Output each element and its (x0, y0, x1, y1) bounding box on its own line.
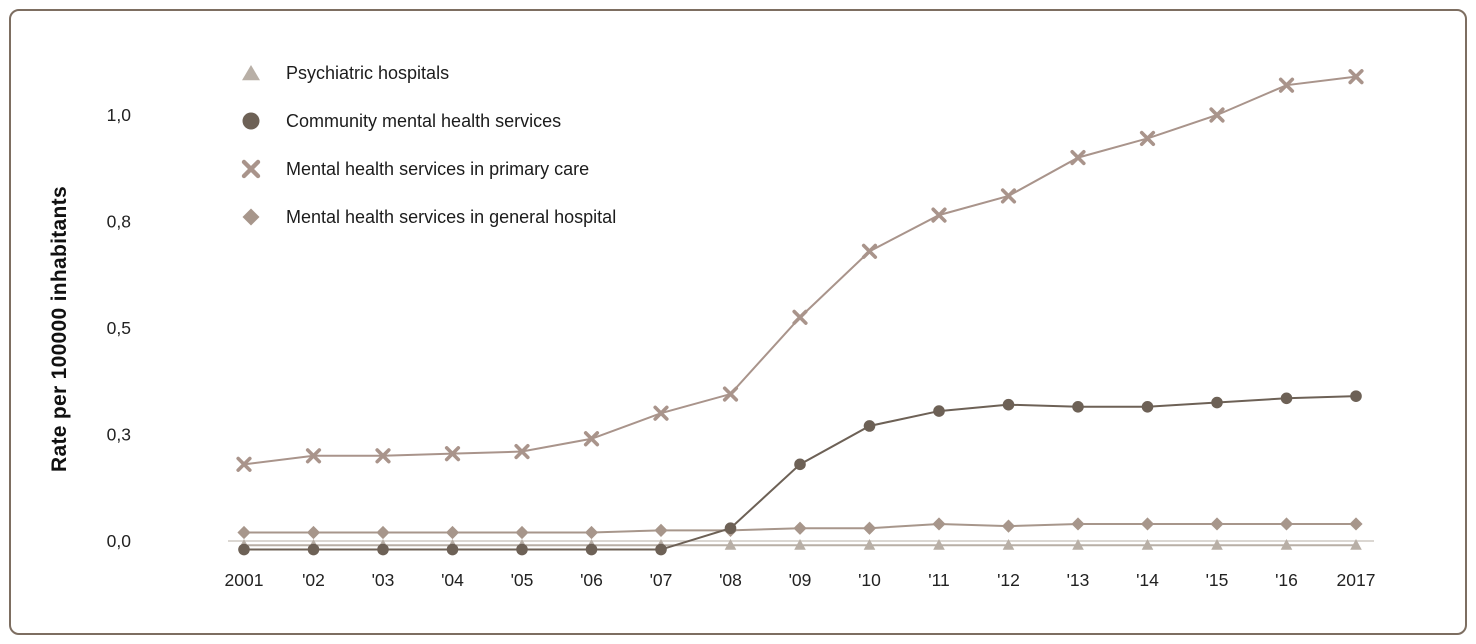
x-tick-label: '14 (1136, 570, 1159, 590)
chart-frame: 1,0 0,8 0,5 0,3 0,0 2001 '02 '03 '04 '05 '06 '07 '08… (9, 9, 1467, 635)
x-tick-label: '11 (928, 570, 950, 590)
x-tick-label: '03 (372, 570, 395, 590)
x-tick-label: 2001 (225, 570, 264, 590)
legend-item-community-mental-health-services: Community mental health services (240, 97, 616, 145)
y-tick-label: 0,5 (107, 318, 131, 338)
chart-legend: Psychiatric hospitals Community mental he… (240, 49, 616, 241)
legend-item-mental-health-services-in-general-hospital: Mental health services in general hospit… (240, 193, 616, 241)
legend-label: Mental health services in primary care (286, 158, 590, 179)
x-tick-label: '13 (1067, 570, 1090, 590)
x-tick-label: '04 (441, 570, 464, 590)
x-tick-label: '10 (858, 570, 881, 590)
x-tick-label: '15 (1206, 570, 1229, 590)
triangle-icon (242, 65, 260, 81)
legend-item-mental-health-services-in-primary-care: Mental health services in primary care (240, 145, 616, 193)
diamond-icon (242, 208, 260, 226)
x-tick-label: '05 (511, 570, 534, 590)
y-tick-label: 1,0 (107, 105, 132, 125)
x-tick-label: 2017 (1337, 570, 1376, 590)
legend-label: Mental health services in general hospit… (286, 206, 617, 227)
x-tick-label: '07 (650, 570, 673, 590)
y-tick-label: 0,0 (107, 531, 132, 551)
legend-label: Community mental health services (286, 110, 562, 131)
series-community-mental-health-services (238, 390, 1362, 556)
y-tick-label: 0,3 (107, 425, 131, 445)
y-axis-title: Rate per 100000 inhabitants (48, 186, 71, 472)
legend-item-psychiatric-hospitals: Psychiatric hospitals (240, 49, 616, 97)
circle-icon (242, 112, 260, 130)
y-tick-label: 0,8 (107, 212, 131, 232)
x-tick-label: '08 (719, 570, 742, 590)
x-tick-label: '06 (580, 570, 603, 590)
series-mental-health-services-in-primary-care (236, 69, 1364, 472)
x-tick-label: '02 (302, 570, 325, 590)
x-icon (241, 159, 261, 179)
legend-label: Psychiatric hospitals (286, 62, 450, 83)
x-tick-label: '12 (997, 570, 1020, 590)
series-mental-health-services-in-general-hospital (237, 517, 1363, 540)
x-tick-label: '09 (789, 570, 812, 590)
x-tick-label: '16 (1275, 570, 1298, 590)
line-chart: 1,0 0,8 0,5 0,3 0,0 2001 '02 '03 '04 '05 '06 '07 '08… (107, 69, 1376, 590)
